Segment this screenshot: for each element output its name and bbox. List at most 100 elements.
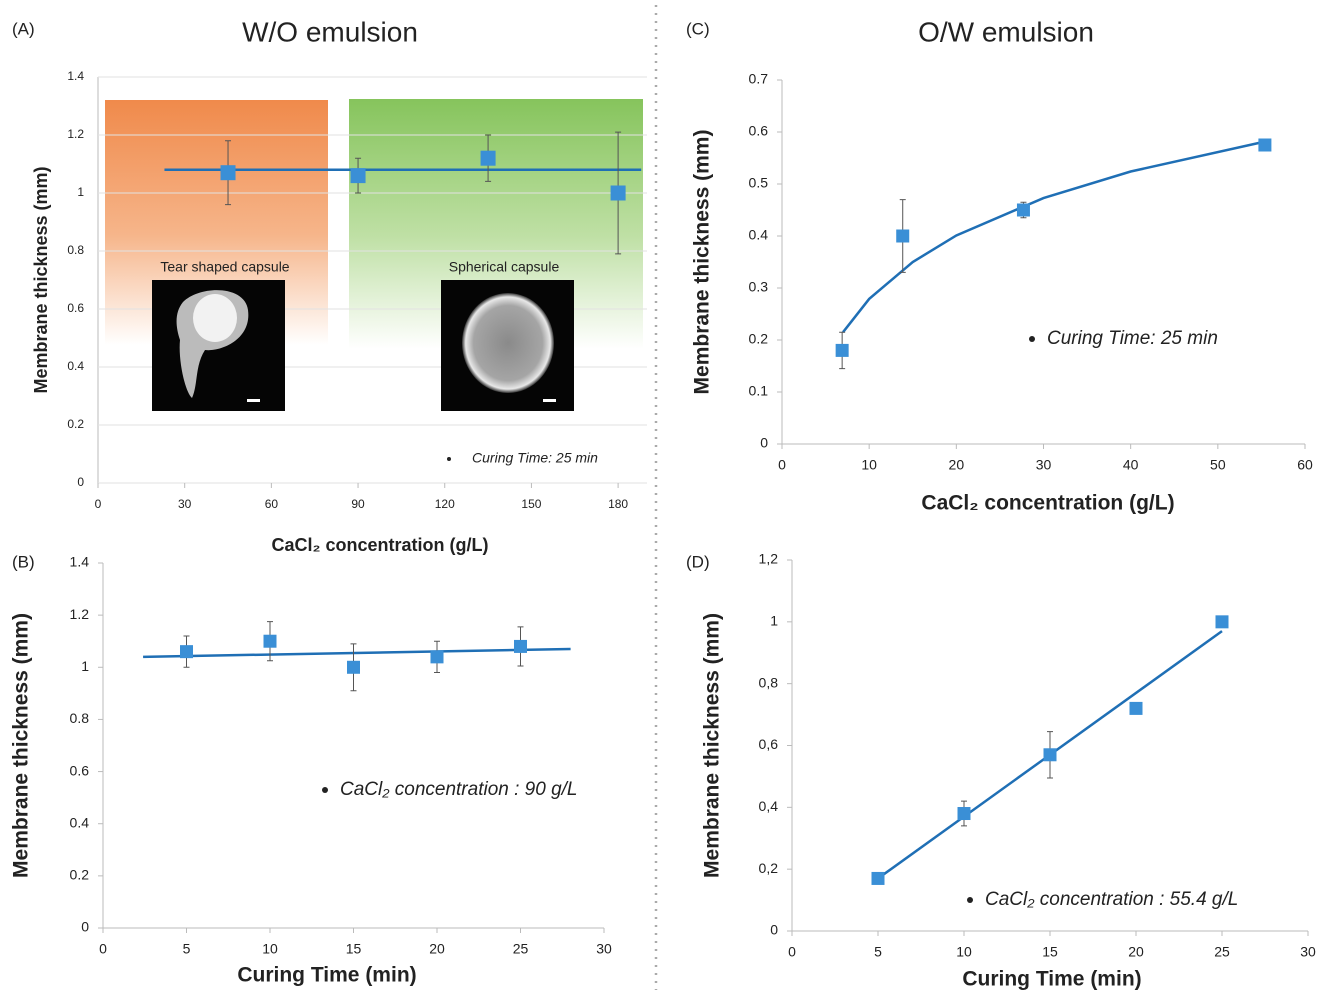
y-axis-label: Membrane thickness (mm) [31,166,51,393]
x-tick-label: 30 [178,497,192,511]
x-tick-label: 60 [1297,457,1313,473]
y-tick-label: 0.2 [70,867,90,883]
y-tick-label: 0,6 [759,736,779,752]
point [1016,203,1030,217]
y-tick-label: 0,4 [759,798,779,814]
y-tick-label: 0.2 [67,417,84,431]
x-tick-label: 150 [521,497,541,511]
y-tick-label: 0 [77,475,84,489]
x-tick-label: 10 [861,457,877,473]
y-tick-label: 1.4 [70,554,90,570]
bullet [447,457,451,461]
x-tick-label: 180 [608,497,628,511]
trendline [842,141,1262,333]
x-tick-label: 0 [99,941,107,957]
y-tick-label: 0.5 [749,175,769,191]
panel-label: (B) [12,552,35,571]
x-axis-label: Curing Time (min) [237,964,416,987]
x-tick-label: 120 [435,497,455,511]
x-tick-label: 15 [1042,944,1058,960]
annotation: CaCl₂ concentration : 90 g/L [340,779,578,800]
panel-label: (C) [686,19,710,38]
inset-caption: Tear shaped capsule [160,259,289,275]
point [896,229,910,243]
x-tick-label: 20 [949,457,965,473]
y-tick-label: 0.4 [67,359,84,373]
annotation: CaCl₂ concentration : 55.4 g/L [985,889,1238,910]
point [430,650,444,664]
bullet [967,897,973,903]
x-tick-label: 50 [1210,457,1226,473]
y-tick-label: 0 [760,435,768,451]
point [180,645,193,659]
bullet [1029,336,1035,342]
trendline [143,647,571,659]
x-tick-label: 30 [1036,457,1052,473]
y-tick-label: 0.7 [749,71,769,87]
panel-title: O/W emulsion [918,16,1094,47]
y-tick-label: 0.8 [70,710,90,726]
x-axis-label: CaCl₂ concentration (g/L) [921,492,1174,515]
y-tick-label: 1 [81,658,89,674]
x-tick-label: 5 [183,941,191,957]
point [1129,701,1143,715]
y-tick-label: 0.6 [749,123,769,139]
y-axis-label: Membrane thickness (mm) [691,130,714,395]
x-tick-label: 15 [346,941,362,957]
y-tick-label: 0,8 [759,674,779,690]
x-tick-label: 0 [95,497,102,511]
point [871,871,885,885]
y-tick-label: 0.1 [749,383,769,399]
y-tick-label: 0.2 [749,331,769,347]
annotation: Curing Time: 25 min [472,450,598,466]
point [514,639,527,653]
point [1258,138,1272,152]
point [1043,748,1057,762]
x-tick-label: 10 [262,941,278,957]
point [1215,615,1229,629]
panel-title: W/O emulsion [242,16,418,47]
y-tick-label: 0.8 [67,243,84,257]
x-tick-label: 40 [1123,457,1139,473]
y-tick-label: 0.6 [70,762,90,778]
y-tick-label: 0 [770,922,778,938]
point [610,185,626,201]
y-tick-label: 0.4 [70,814,90,830]
point [350,168,366,184]
x-tick-label: 60 [265,497,279,511]
x-tick-label: 10 [956,944,972,960]
x-tick-label: 0 [778,457,786,473]
point [957,807,971,821]
y-tick-label: 0,2 [759,860,779,876]
annotation: Curing Time: 25 min [1047,328,1218,349]
plots: 00.20.40.60.811.21.40 30 60 90 120 150 180(A) W… [10,16,1316,990]
point [220,165,236,181]
point [263,634,277,648]
inset-caption: Spherical capsule [449,259,560,275]
y-axis-label: Membrane thickness (mm) [701,613,724,878]
y-tick-label: 0.4 [749,227,769,243]
y-tick-label: 1.2 [70,606,90,622]
panel-label: (D) [686,552,710,571]
y-tick-label: 0.3 [749,279,769,295]
x-tick-label: 20 [429,941,445,957]
x-axis-label: CaCl₂ concentration (g/L) [271,535,488,555]
point [480,150,496,166]
y-axis-label: Membrane thickness (mm) [10,613,33,878]
y-tick-label: 1,2 [759,551,779,567]
point [835,343,849,357]
x-axis-label: Curing Time (min) [962,968,1141,991]
point [347,660,360,674]
y-tick-label: 1.4 [67,69,84,83]
y-tick-label: 1 [770,613,778,629]
y-tick-label: 1.2 [67,127,84,141]
x-tick-label: 25 [1214,944,1230,960]
inset-images [152,280,574,411]
y-tick-label: 0.6 [67,301,84,315]
y-tick-label: 0 [81,919,89,935]
x-tick-label: 30 [596,941,612,957]
x-tick-label: 30 [1300,944,1316,960]
x-tick-label: 90 [351,497,365,511]
